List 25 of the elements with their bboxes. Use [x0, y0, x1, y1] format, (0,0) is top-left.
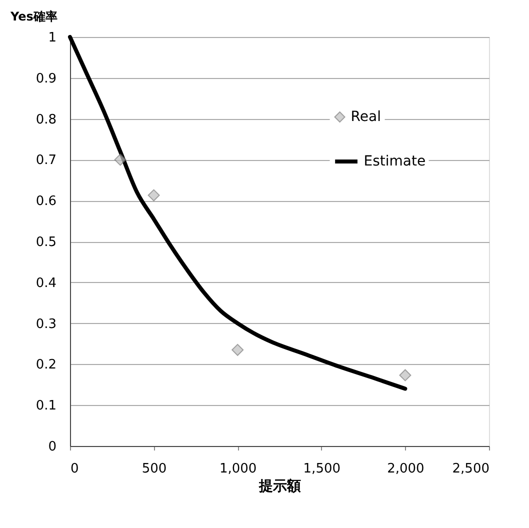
x-tick-label: 1,500 [303, 462, 341, 476]
point [148, 189, 160, 202]
point [232, 344, 244, 356]
point [399, 369, 412, 382]
point [114, 154, 126, 166]
y-axis-title: Yes確率 [10, 10, 58, 24]
x-tick-label: 0 [70, 462, 79, 476]
y-tick-label: 0.1 [36, 398, 56, 414]
y-tick-label: 0.8 [36, 112, 56, 128]
y-tick-label: 0.5 [36, 235, 56, 250]
y-tick-label: 0 [48, 440, 56, 454]
y-tick-label: 0.3 [36, 316, 56, 332]
y-tick-label: 0.7 [36, 153, 56, 168]
y-tick-label: 1 [48, 30, 56, 46]
x-axis-title: 提示額 [258, 478, 301, 494]
x-tick-label: 500 [142, 462, 167, 476]
legend-label: Real [350, 109, 381, 125]
legend-label: Estimate [364, 154, 426, 170]
y-tick-label: 0.2 [36, 358, 56, 373]
y-tick-label: 0.9 [36, 71, 56, 86]
x-tick-label: 2,000 [387, 462, 424, 476]
x-tick-label: 2,500 [452, 462, 490, 476]
x-tick-label: 1,000 [219, 462, 257, 476]
y-tick-label: 0.6 [36, 194, 56, 210]
y-tick-label: 0.4 [36, 276, 56, 291]
